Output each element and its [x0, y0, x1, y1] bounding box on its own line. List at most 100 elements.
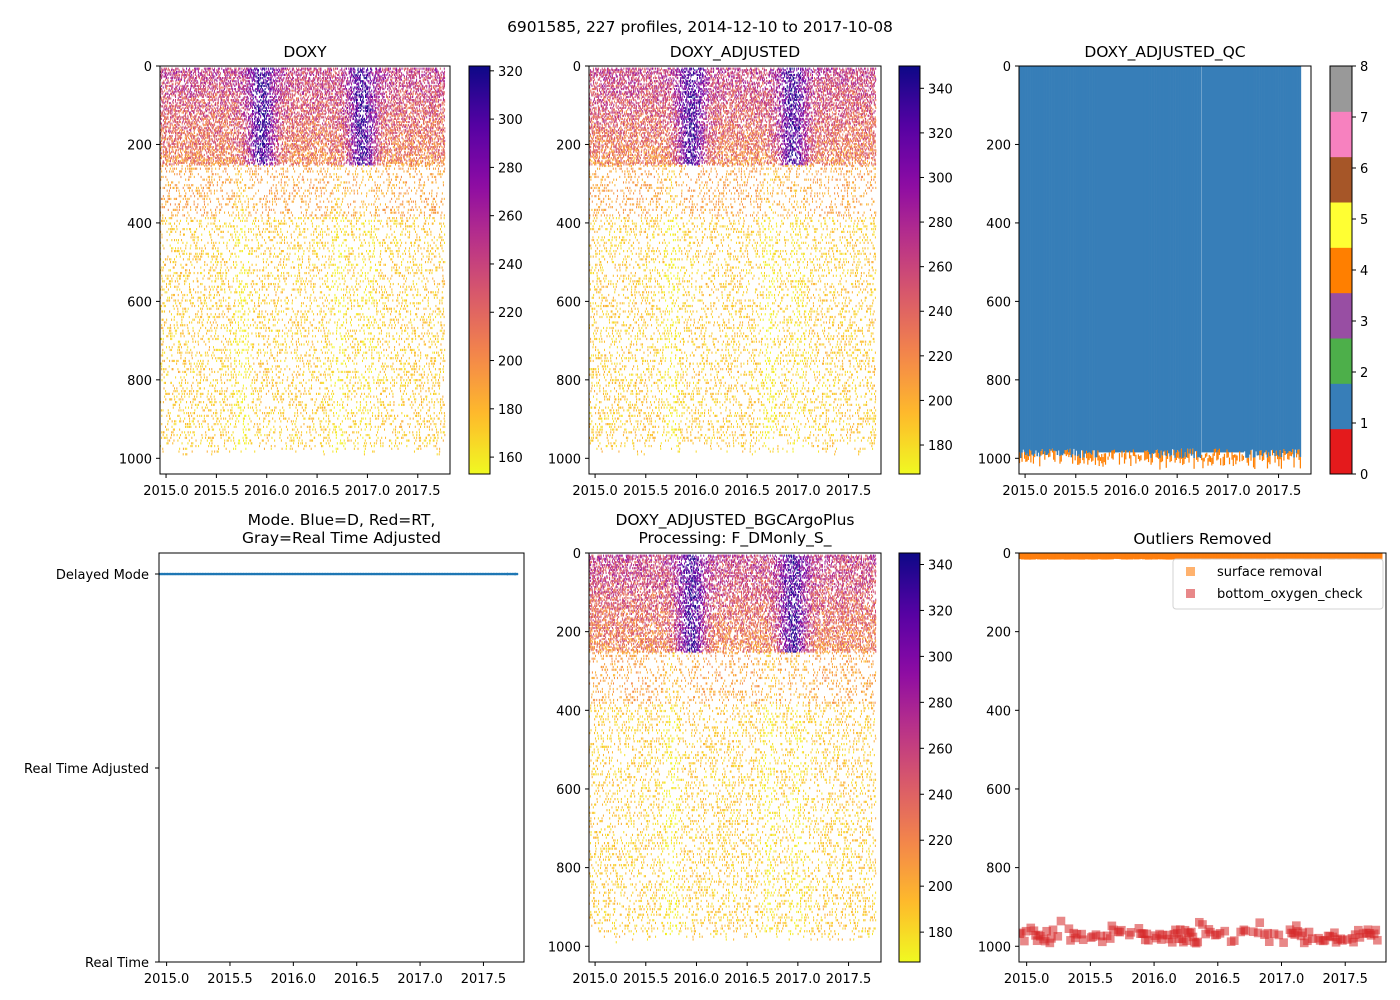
doxy-heatmap-cell — [205, 80, 207, 83]
doxy-heatmap-cell — [201, 98, 203, 102]
doxy-heatmap-cell — [161, 92, 163, 95]
doxy-heatmap-cell — [216, 450, 218, 453]
doxy-heatmap-cell — [162, 222, 164, 225]
doxy-heatmap-cell — [160, 95, 162, 99]
doxy-heatmap-cell — [231, 392, 233, 395]
doxy-heatmap-cell — [251, 401, 253, 404]
doxy-heatmap-cell — [167, 184, 169, 187]
doxy-heatmap-cell — [201, 131, 203, 135]
doxy-heatmap-cell — [163, 122, 165, 125]
doxy-heatmap-cell — [190, 365, 192, 368]
doxy-heatmap-cell — [201, 433, 203, 437]
doxy-heatmap-cell — [206, 108, 208, 111]
doxy-heatmap-cell — [200, 100, 202, 103]
doxy-heatmap-cell — [189, 157, 191, 160]
doxy-heatmap-cell — [167, 428, 169, 431]
doxy-heatmap-cell — [179, 95, 181, 99]
doxy-heatmap-cell — [239, 72, 241, 75]
doxy-heatmap-cell — [233, 106, 235, 109]
doxy-heatmap-cell — [181, 73, 183, 77]
doxy-heatmap-cell — [222, 409, 224, 412]
doxy-heatmap-cell — [189, 111, 191, 114]
doxy-heatmap-cell — [198, 76, 200, 80]
doxy-heatmap-cell — [187, 203, 189, 206]
doxy-heatmap-cell — [196, 228, 198, 231]
doxy-heatmap-cell — [166, 116, 168, 119]
doxy-heatmap-cell — [197, 340, 199, 343]
doxy-heatmap-cell — [213, 244, 215, 247]
doxy-heatmap-cell — [233, 263, 235, 266]
doxy-heatmap-cell — [206, 135, 208, 138]
doxy-heatmap-cell — [216, 106, 218, 109]
doxy-heatmap-cell — [182, 307, 184, 310]
doxy-heatmap-cell — [230, 197, 232, 201]
doxy-heatmap-cell — [224, 442, 226, 445]
doxy-heatmap-cell — [237, 122, 239, 125]
doxy-heatmap-cell — [233, 304, 235, 308]
doxy-heatmap-cell — [205, 89, 207, 92]
doxy-heatmap-cell — [193, 125, 195, 128]
doxy-heatmap-cell — [161, 373, 163, 376]
doxy-heatmap-cell — [240, 116, 242, 119]
doxy-heatmap-cell — [199, 362, 201, 365]
doxy-heatmap-cell — [235, 288, 237, 291]
doxy-heatmap-cell — [196, 113, 198, 116]
doxy-heatmap-cell — [199, 125, 201, 128]
doxy-heatmap-cell — [236, 114, 238, 117]
doxy-heatmap-cell — [182, 116, 184, 119]
doxy-heatmap-cell — [217, 277, 219, 280]
doxy-heatmap-cell — [237, 343, 239, 346]
doxy-heatmap-cell — [207, 436, 209, 439]
doxy-heatmap-cell — [220, 271, 222, 275]
doxy-heatmap-cell — [171, 139, 173, 142]
doxy-heatmap-cell — [240, 249, 242, 253]
doxy-heatmap-cell — [221, 230, 223, 233]
doxy-heatmap-cell — [176, 225, 178, 228]
doxy-heatmap-cell — [198, 133, 200, 136]
doxy-heatmap-cell — [238, 302, 240, 305]
doxy-heatmap-cell — [207, 181, 209, 184]
doxy-heatmap-cell — [166, 81, 168, 84]
doxy-heatmap-cell — [160, 153, 162, 157]
doxy-heatmap-cell — [212, 92, 214, 95]
doxy-heatmap-cell — [162, 175, 164, 179]
doxy-heatmap-cell — [213, 139, 215, 142]
doxy-heatmap-cell — [180, 304, 182, 308]
doxy-heatmap-cell — [191, 403, 193, 406]
doxy-heatmap-cell — [181, 111, 183, 114]
doxy-heatmap-cell — [174, 222, 176, 225]
doxy-heatmap-cell — [162, 409, 164, 412]
doxy-heatmap-cell — [230, 76, 232, 80]
doxy-heatmap-cell — [196, 139, 198, 142]
doxy-heatmap-cell — [203, 274, 205, 277]
doxy-heatmap-cell — [234, 102, 236, 105]
doxy-heatmap-cell — [191, 233, 193, 236]
doxy-heatmap-cell — [189, 351, 191, 354]
doxy-heatmap-cell — [245, 186, 247, 190]
doxy-heatmap-cell — [168, 195, 170, 198]
doxy-heatmap-cell — [169, 186, 171, 190]
doxy-heatmap-cell — [165, 127, 167, 130]
doxy-heatmap-cell — [246, 164, 248, 168]
doxy-heatmap-cell — [250, 230, 252, 233]
doxy-heatmap-cell — [215, 102, 217, 105]
doxy-heatmap-cell — [225, 72, 227, 75]
doxy-heatmap-cell — [199, 318, 201, 321]
doxy-heatmap-cell — [238, 128, 240, 131]
doxy-heatmap-cell — [179, 200, 181, 203]
doxy-heatmap-cell — [191, 335, 193, 338]
doxy-heatmap-cell — [168, 95, 170, 99]
doxy-heatmap-cell — [209, 69, 211, 72]
doxy-heatmap-cell — [237, 150, 239, 153]
doxy-heatmap-cell — [248, 362, 250, 365]
doxy-heatmap-cell — [161, 233, 163, 236]
doxy-heatmap-cell — [238, 153, 240, 157]
doxy-heatmap-cell — [198, 139, 200, 142]
doxy-heatmap-cell — [213, 91, 215, 94]
doxy-heatmap-cell — [231, 119, 233, 122]
doxy-heatmap-cell — [252, 390, 254, 393]
doxy-heatmap-cell — [165, 147, 167, 150]
doxy-heatmap-cell — [235, 89, 237, 92]
doxy-heatmap-cell — [170, 136, 172, 139]
doxy-heatmap-cell — [232, 368, 234, 371]
